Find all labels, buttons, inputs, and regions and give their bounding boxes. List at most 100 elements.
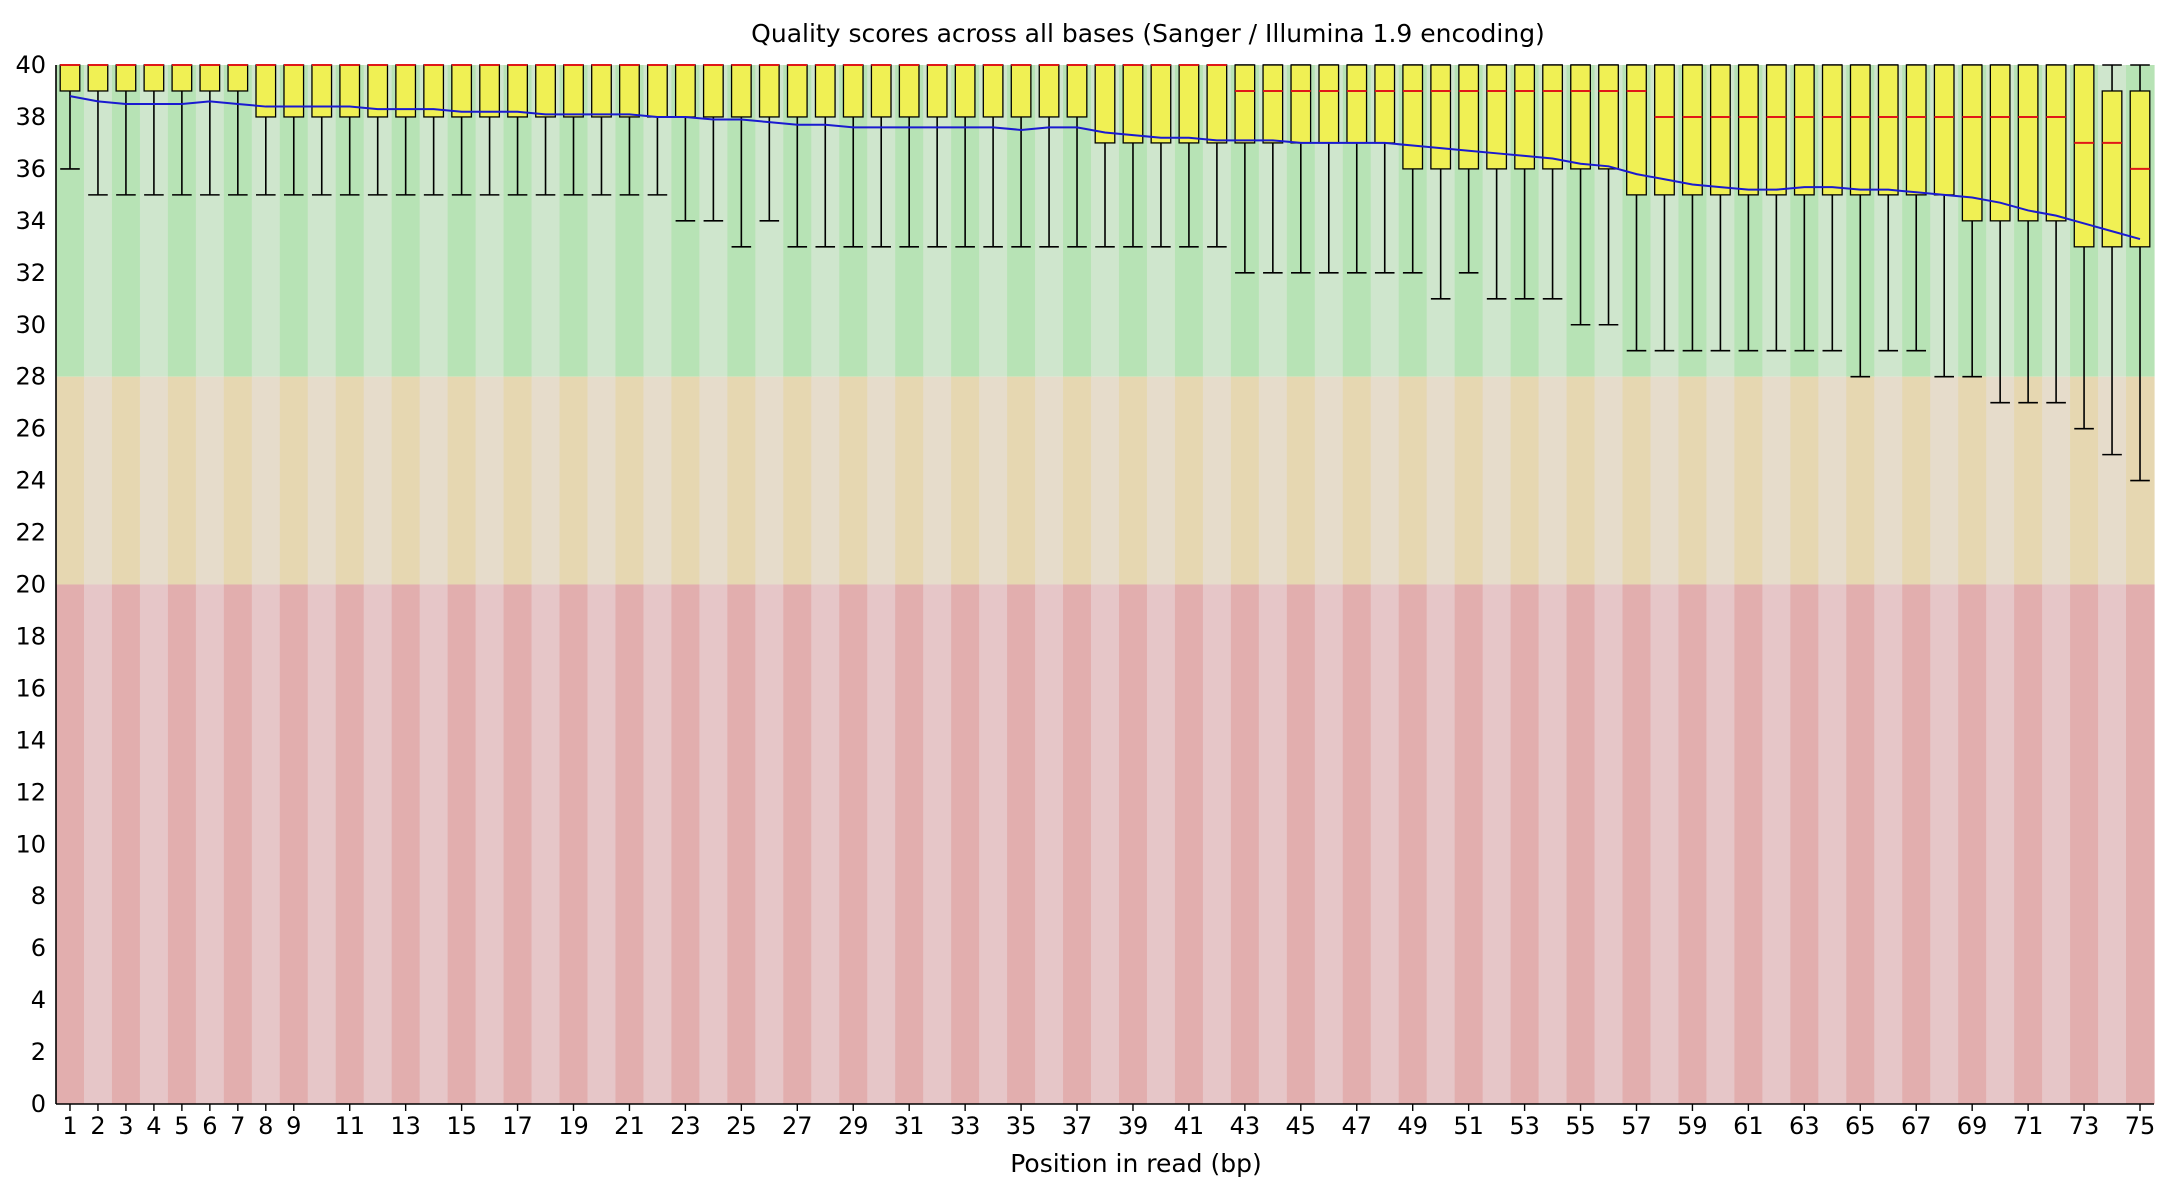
box-iqr [1737, 64, 1759, 196]
box-iqr [1681, 64, 1703, 196]
band-poor-stripe [1510, 584, 1540, 1104]
box-position-54 [1542, 64, 1564, 300]
band-poor-stripe [1678, 584, 1708, 1104]
y-tick-label: 28 [15, 363, 46, 391]
box-iqr [535, 64, 556, 118]
band-reasonable-stripe [391, 376, 421, 585]
band-reasonable-stripe [1146, 376, 1176, 585]
band-reasonable-stripe [1846, 376, 1875, 585]
box-iqr [1654, 64, 1675, 196]
box-position-59 [1681, 64, 1703, 352]
band-poor-stripe [1734, 584, 1763, 1104]
box-iqr [199, 64, 221, 92]
box-position-18 [535, 64, 556, 196]
box-iqr [507, 64, 529, 118]
band-reasonable-stripe [1118, 376, 1148, 585]
band-poor-stripe [503, 584, 533, 1104]
band-reasonable-stripe [1930, 376, 1959, 585]
band-poor-stripe [419, 584, 449, 1104]
box-iqr [1849, 64, 1871, 196]
box-position-33 [954, 64, 976, 248]
box-position-26 [758, 64, 780, 222]
band-poor-stripe [615, 584, 645, 1104]
x-tick-label: 49 [1397, 1112, 1428, 1140]
y-tick-label: 36 [15, 155, 46, 183]
box-iqr [1346, 64, 1368, 144]
band-poor-stripe [1902, 584, 1931, 1104]
box-iqr [255, 64, 277, 118]
box-position-50 [1430, 64, 1452, 300]
box-iqr [842, 64, 864, 118]
band-reasonable-stripe [1986, 376, 2015, 585]
x-tick-label: 25 [726, 1112, 757, 1140]
box-iqr [1234, 64, 1256, 144]
band-poor-stripe [727, 584, 756, 1104]
box-iqr [1150, 64, 1172, 144]
band-poor-stripe [1342, 584, 1372, 1104]
band-reasonable-stripe [419, 376, 449, 585]
box-position-22 [646, 64, 668, 196]
box-position-16 [479, 64, 501, 196]
band-poor-stripe [2042, 584, 2071, 1104]
box-position-3 [115, 64, 137, 196]
y-tick-label: 8 [31, 882, 46, 910]
band-reasonable-stripe [839, 376, 868, 585]
band-reasonable-stripe [1762, 376, 1791, 585]
band-reasonable-stripe [1958, 376, 1987, 585]
band-poor-stripe [1762, 584, 1791, 1104]
band-poor-stripe [979, 584, 1008, 1104]
box-position-25 [730, 64, 752, 248]
y-tick-label: 22 [15, 519, 46, 547]
x-tick-label: 57 [1621, 1112, 1652, 1140]
box-position-1 [59, 64, 81, 170]
band-reasonable-stripe [1174, 376, 1204, 585]
box-position-14 [423, 64, 445, 196]
y-tick-label: 18 [15, 622, 46, 650]
band-poor-stripe [1370, 584, 1400, 1104]
band-reasonable-stripe [1650, 376, 1680, 585]
box-position-44 [1262, 64, 1284, 274]
band-reasonable-stripe [559, 376, 589, 585]
band-reasonable-stripe [1007, 376, 1036, 585]
band-poor-stripe [755, 584, 784, 1104]
band-reasonable-stripe [2042, 376, 2071, 585]
band-reasonable-stripe [755, 376, 784, 585]
box-position-15 [451, 64, 473, 196]
band-reasonable-stripe [1258, 376, 1288, 585]
box-iqr [59, 64, 81, 92]
x-tick-label: 63 [1789, 1112, 1820, 1140]
box-iqr [143, 64, 165, 92]
box-iqr [730, 64, 752, 118]
x-tick-label: 8 [258, 1112, 273, 1140]
box-iqr [1206, 64, 1228, 144]
box-iqr [1374, 64, 1396, 144]
box-position-21 [619, 64, 640, 196]
y-tick-label: 20 [15, 571, 46, 599]
box-position-8 [255, 64, 277, 196]
band-poor-stripe [1202, 584, 1232, 1104]
band-reasonable-stripe [363, 376, 393, 585]
box-position-72 [2045, 64, 2067, 404]
band-reasonable-stripe [1426, 376, 1456, 585]
x-tick-label: 69 [1957, 1112, 1988, 1140]
box-iqr [451, 64, 473, 118]
band-reasonable-stripe [503, 376, 533, 585]
band-poor-stripe [2126, 584, 2155, 1104]
x-tick-label: 41 [1174, 1112, 1205, 1140]
x-tick-label: 33 [950, 1112, 981, 1140]
band-poor-stripe [167, 584, 197, 1104]
y-tick-label: 10 [15, 830, 46, 858]
box-iqr [87, 64, 109, 92]
band-poor-stripe [56, 584, 85, 1104]
box-position-17 [507, 64, 529, 196]
band-poor-stripe [2070, 584, 2099, 1104]
x-tick-label: 53 [1509, 1112, 1540, 1140]
box-iqr [814, 64, 836, 118]
band-reasonable-stripe [979, 376, 1008, 585]
box-iqr [1290, 64, 1312, 144]
band-reasonable-stripe [251, 376, 281, 585]
band-poor-stripe [363, 584, 393, 1104]
band-poor-stripe [1846, 584, 1875, 1104]
